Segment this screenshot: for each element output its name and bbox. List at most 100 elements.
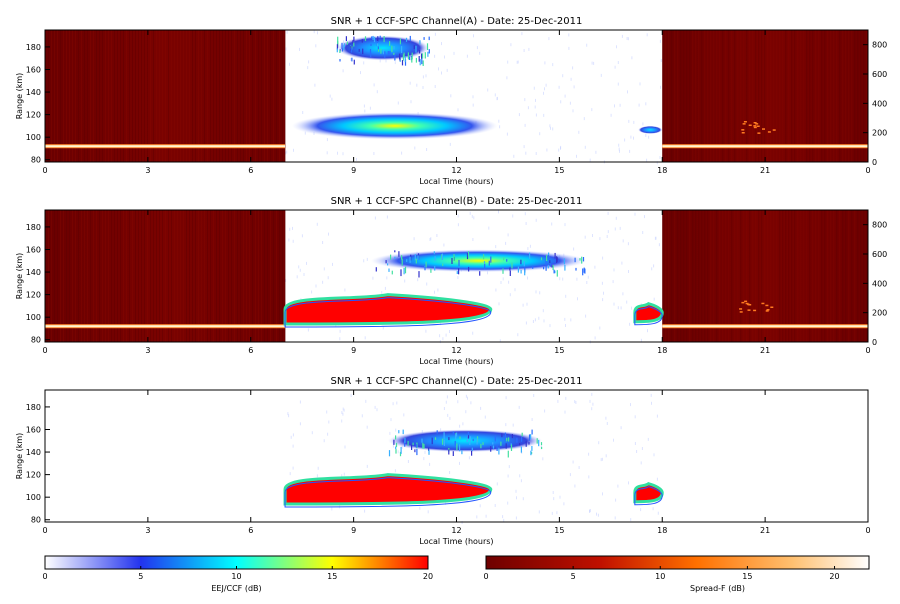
- x-tick-label: 18: [657, 346, 667, 355]
- x-tick-label: 6: [248, 526, 253, 535]
- colorbar-tick-label: 0: [42, 572, 47, 581]
- y-axis-label: Range (km): [15, 433, 24, 480]
- colorbar-tick-label: 5: [138, 572, 143, 581]
- night-block-2: [662, 210, 868, 342]
- x-axis-label: Local Time (hours): [419, 537, 493, 546]
- y-axis: 80 100 120 140 160 180: [26, 223, 50, 345]
- plot-area: [45, 390, 868, 522]
- echo-region-3: [638, 125, 663, 134]
- colorbar-1: 0 5 10 15 20 EEJ/CCF (dB): [42, 555, 433, 593]
- x-axis: 0 3 6 9 12 15 18 21 0: [42, 390, 871, 535]
- y-axis-label: Range (km): [15, 253, 24, 300]
- x-tick-label: 21: [760, 346, 770, 355]
- y-tick-label: 100: [26, 133, 41, 142]
- right-tick-label: 200: [872, 309, 887, 318]
- colorbar-tick-label: 10: [231, 572, 241, 581]
- y-tick-label: 160: [26, 425, 41, 434]
- y-tick-label: 180: [26, 43, 41, 52]
- x-tick-label: 3: [145, 346, 150, 355]
- right-tick-label: 400: [872, 279, 887, 288]
- y-tick-label: 80: [31, 516, 41, 525]
- night-block-2: [662, 30, 868, 162]
- x-tick-label: 0: [865, 526, 870, 535]
- x-axis: 0 3 6 9 12 15 18 21 0: [42, 30, 871, 175]
- echo-region-3: [370, 249, 587, 278]
- x-tick-label: 0: [865, 346, 870, 355]
- x-axis-label: Local Time (hours): [419, 357, 493, 366]
- right-tick-label: 200: [872, 129, 887, 138]
- right-tick-label: 800: [872, 41, 887, 50]
- right-tick-label: 400: [872, 99, 887, 108]
- y-tick-label: 140: [26, 88, 41, 97]
- x-tick-label: 12: [451, 166, 461, 175]
- right-tick-label: 800: [872, 221, 887, 230]
- night-block-1: [45, 210, 286, 342]
- colorbar-gradient: [485, 555, 870, 570]
- x-tick-label: 21: [760, 526, 770, 535]
- x-tick-label: 6: [248, 166, 253, 175]
- echo-region-2: [633, 481, 664, 506]
- panel-1: SNR + 1 CCF-SPC Channel(A) - Date: 25-De…: [15, 16, 887, 186]
- x-tick-label: 6: [248, 346, 253, 355]
- echo-region-1: [283, 293, 493, 328]
- x-tick-label: 12: [451, 526, 461, 535]
- x-tick-label: 9: [351, 166, 356, 175]
- colorbar-2: 0 5 10 15 20 Spread-F (dB): [483, 555, 870, 593]
- x-axis-label: Local Time (hours): [419, 177, 493, 186]
- y-axis: 80 100 120 140 160 180: [26, 43, 50, 165]
- x-tick-label: 18: [657, 166, 667, 175]
- x-tick-label: 0: [42, 346, 47, 355]
- x-tick-label: 15: [554, 346, 564, 355]
- panel-title: SNR + 1 CCF-SPC Channel(A) - Date: 25-De…: [331, 16, 583, 27]
- y-tick-label: 120: [26, 111, 41, 120]
- colorbar-tick-label: 15: [742, 572, 752, 581]
- x-tick-label: 9: [351, 346, 356, 355]
- colorbar-tick-label: 10: [655, 572, 665, 581]
- y-axis: 80 100 120 140 160 180: [26, 403, 50, 525]
- x-tick-label: 3: [145, 526, 150, 535]
- echo-region-1: [336, 35, 430, 66]
- x-tick-label: 0: [42, 526, 47, 535]
- y-tick-label: 160: [26, 65, 41, 74]
- x-tick-label: 0: [865, 166, 870, 175]
- y-tick-label: 140: [26, 268, 41, 277]
- right-tick-label: 0: [872, 158, 877, 167]
- colorbar-tick-label: 0: [483, 572, 488, 581]
- echo-region-3: [387, 429, 543, 458]
- echo-region-2: [633, 301, 664, 326]
- x-tick-label: 3: [145, 166, 150, 175]
- panel-title: SNR + 1 CCF-SPC Channel(C) - Date: 25-De…: [331, 376, 583, 387]
- x-tick-label: 9: [351, 526, 356, 535]
- right-axis: 0 200 400 600 800: [863, 221, 887, 347]
- y-tick-label: 100: [26, 493, 41, 502]
- x-tick-label: 15: [554, 526, 564, 535]
- colorbar-label: EEJ/CCF (dB): [211, 584, 261, 593]
- colorbar-tick-label: 5: [571, 572, 576, 581]
- y-tick-label: 180: [26, 223, 41, 232]
- y-axis-label: Range (km): [15, 73, 24, 120]
- panel-2: SNR + 1 CCF-SPC Channel(B) - Date: 25-De…: [15, 196, 887, 366]
- colorbar-tick-label: 15: [327, 572, 337, 581]
- right-tick-label: 600: [872, 70, 887, 79]
- y-tick-label: 100: [26, 313, 41, 322]
- y-tick-label: 120: [26, 471, 41, 480]
- echo-region-1: [283, 473, 493, 508]
- right-tick-label: 0: [872, 338, 877, 347]
- echo-region-2: [291, 112, 498, 140]
- panel-3: SNR + 1 CCF-SPC Channel(C) - Date: 25-De…: [15, 376, 871, 546]
- y-tick-label: 140: [26, 448, 41, 457]
- y-tick-label: 120: [26, 291, 41, 300]
- panel-title: SNR + 1 CCF-SPC Channel(B) - Date: 25-De…: [331, 196, 583, 207]
- colorbar-label: Spread-F (dB): [690, 584, 745, 593]
- background-speckle: [285, 30, 662, 165]
- night-block-1: [45, 30, 286, 162]
- x-tick-label: 12: [451, 346, 461, 355]
- x-tick-label: 18: [657, 526, 667, 535]
- y-tick-label: 180: [26, 403, 41, 412]
- right-tick-label: 600: [872, 250, 887, 259]
- x-tick-label: 21: [760, 166, 770, 175]
- colorbar-tick-label: 20: [423, 572, 433, 581]
- x-axis: 0 3 6 9 12 15 18 21 0: [42, 210, 871, 355]
